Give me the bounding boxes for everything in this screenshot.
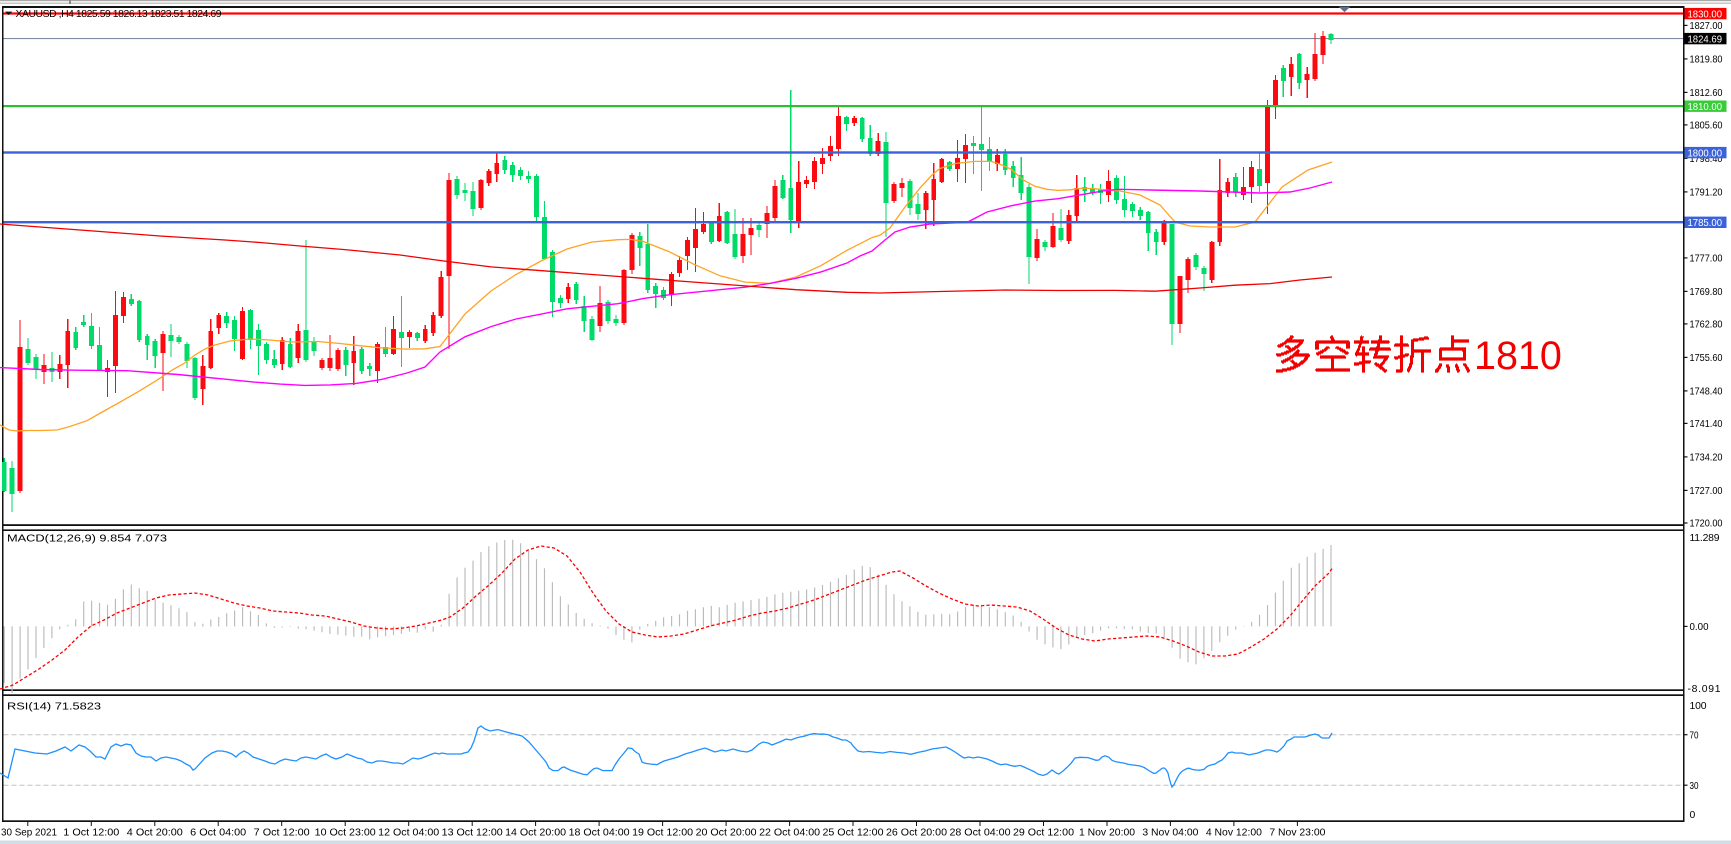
svg-text:7 Oct 12:00: 7 Oct 12:00 [254, 828, 310, 839]
svg-text:10 Oct 23:00: 10 Oct 23:00 [315, 828, 376, 839]
svg-text:28 Oct 04:00: 28 Oct 04:00 [950, 828, 1011, 839]
svg-text:1 Nov 20:00: 1 Nov 20:00 [1079, 828, 1135, 839]
svg-text:6 Oct 04:00: 6 Oct 04:00 [190, 828, 246, 839]
svg-text:1812.60: 1812.60 [1690, 88, 1723, 99]
svg-text:29 Oct 12:00: 29 Oct 12:00 [1013, 828, 1074, 839]
svg-text:1769.80: 1769.80 [1690, 287, 1723, 298]
svg-text:1827.00: 1827.00 [1690, 21, 1723, 32]
svg-text:7 Nov 23:00: 7 Nov 23:00 [1269, 828, 1325, 839]
svg-text:13 Oct 12:00: 13 Oct 12:00 [442, 828, 503, 839]
svg-text:1734.20: 1734.20 [1690, 453, 1723, 464]
svg-text:1798.40: 1798.40 [1690, 154, 1723, 165]
svg-text:1830.00: 1830.00 [1688, 9, 1723, 20]
svg-text:1 Oct 12:00: 1 Oct 12:00 [63, 828, 119, 839]
svg-text:1755.60: 1755.60 [1690, 353, 1723, 364]
svg-text:18 Oct 04:00: 18 Oct 04:00 [569, 828, 630, 839]
svg-text:XAUUSD ,H4 1825.59 1826.13 18: XAUUSD ,H4 1825.59 1826.13 1823.51 1824.… [16, 9, 222, 20]
svg-text:1720.00: 1720.00 [1690, 519, 1723, 530]
svg-text:1800.00: 1800.00 [1688, 148, 1723, 159]
svg-text:19 Oct 12:00: 19 Oct 12:00 [632, 828, 693, 839]
svg-text:1785.00: 1785.00 [1688, 218, 1723, 229]
svg-text:26 Oct 20:00: 26 Oct 20:00 [886, 828, 947, 839]
svg-text:1810: 1810 [1474, 334, 1562, 378]
svg-text:4 Oct 20:00: 4 Oct 20:00 [127, 828, 183, 839]
svg-text:100: 100 [1690, 701, 1707, 712]
svg-text:-8.091: -8.091 [1688, 684, 1721, 695]
svg-text:11.289: 11.289 [1690, 533, 1720, 544]
svg-text:25 Oct 12:00: 25 Oct 12:00 [823, 828, 884, 839]
svg-text:RSI(14) 71.5823: RSI(14) 71.5823 [7, 702, 101, 713]
svg-text:70: 70 [1690, 730, 1699, 741]
svg-text:1819.80: 1819.80 [1690, 55, 1723, 66]
svg-text:1762.80: 1762.80 [1690, 320, 1723, 331]
svg-text:1777.00: 1777.00 [1690, 254, 1723, 265]
svg-text:12 Oct 04:00: 12 Oct 04:00 [378, 828, 439, 839]
svg-text:1805.60: 1805.60 [1690, 121, 1723, 132]
svg-text:1727.00: 1727.00 [1690, 486, 1723, 497]
svg-text:1748.40: 1748.40 [1690, 387, 1723, 398]
svg-text:0: 0 [1690, 810, 1696, 821]
svg-text:22 Oct 04:00: 22 Oct 04:00 [759, 828, 820, 839]
svg-text:1824.69: 1824.69 [1688, 34, 1723, 45]
svg-text:1810.00: 1810.00 [1688, 102, 1723, 113]
svg-text:1741.40: 1741.40 [1690, 419, 1723, 430]
svg-text:30: 30 [1690, 781, 1699, 792]
svg-text:4 Nov 12:00: 4 Nov 12:00 [1206, 828, 1262, 839]
svg-text:MACD(12,26,9) 9.854 7.073: MACD(12,26,9) 9.854 7.073 [7, 534, 167, 545]
svg-text:14 Oct 20:00: 14 Oct 20:00 [505, 828, 566, 839]
svg-text:30 Sep 2021: 30 Sep 2021 [1, 828, 57, 839]
svg-text:3 Nov 04:00: 3 Nov 04:00 [1142, 828, 1198, 839]
svg-text:0.00: 0.00 [1690, 622, 1709, 633]
svg-text:1791.20: 1791.20 [1690, 188, 1723, 199]
svg-text:20 Oct 20:00: 20 Oct 20:00 [696, 828, 757, 839]
